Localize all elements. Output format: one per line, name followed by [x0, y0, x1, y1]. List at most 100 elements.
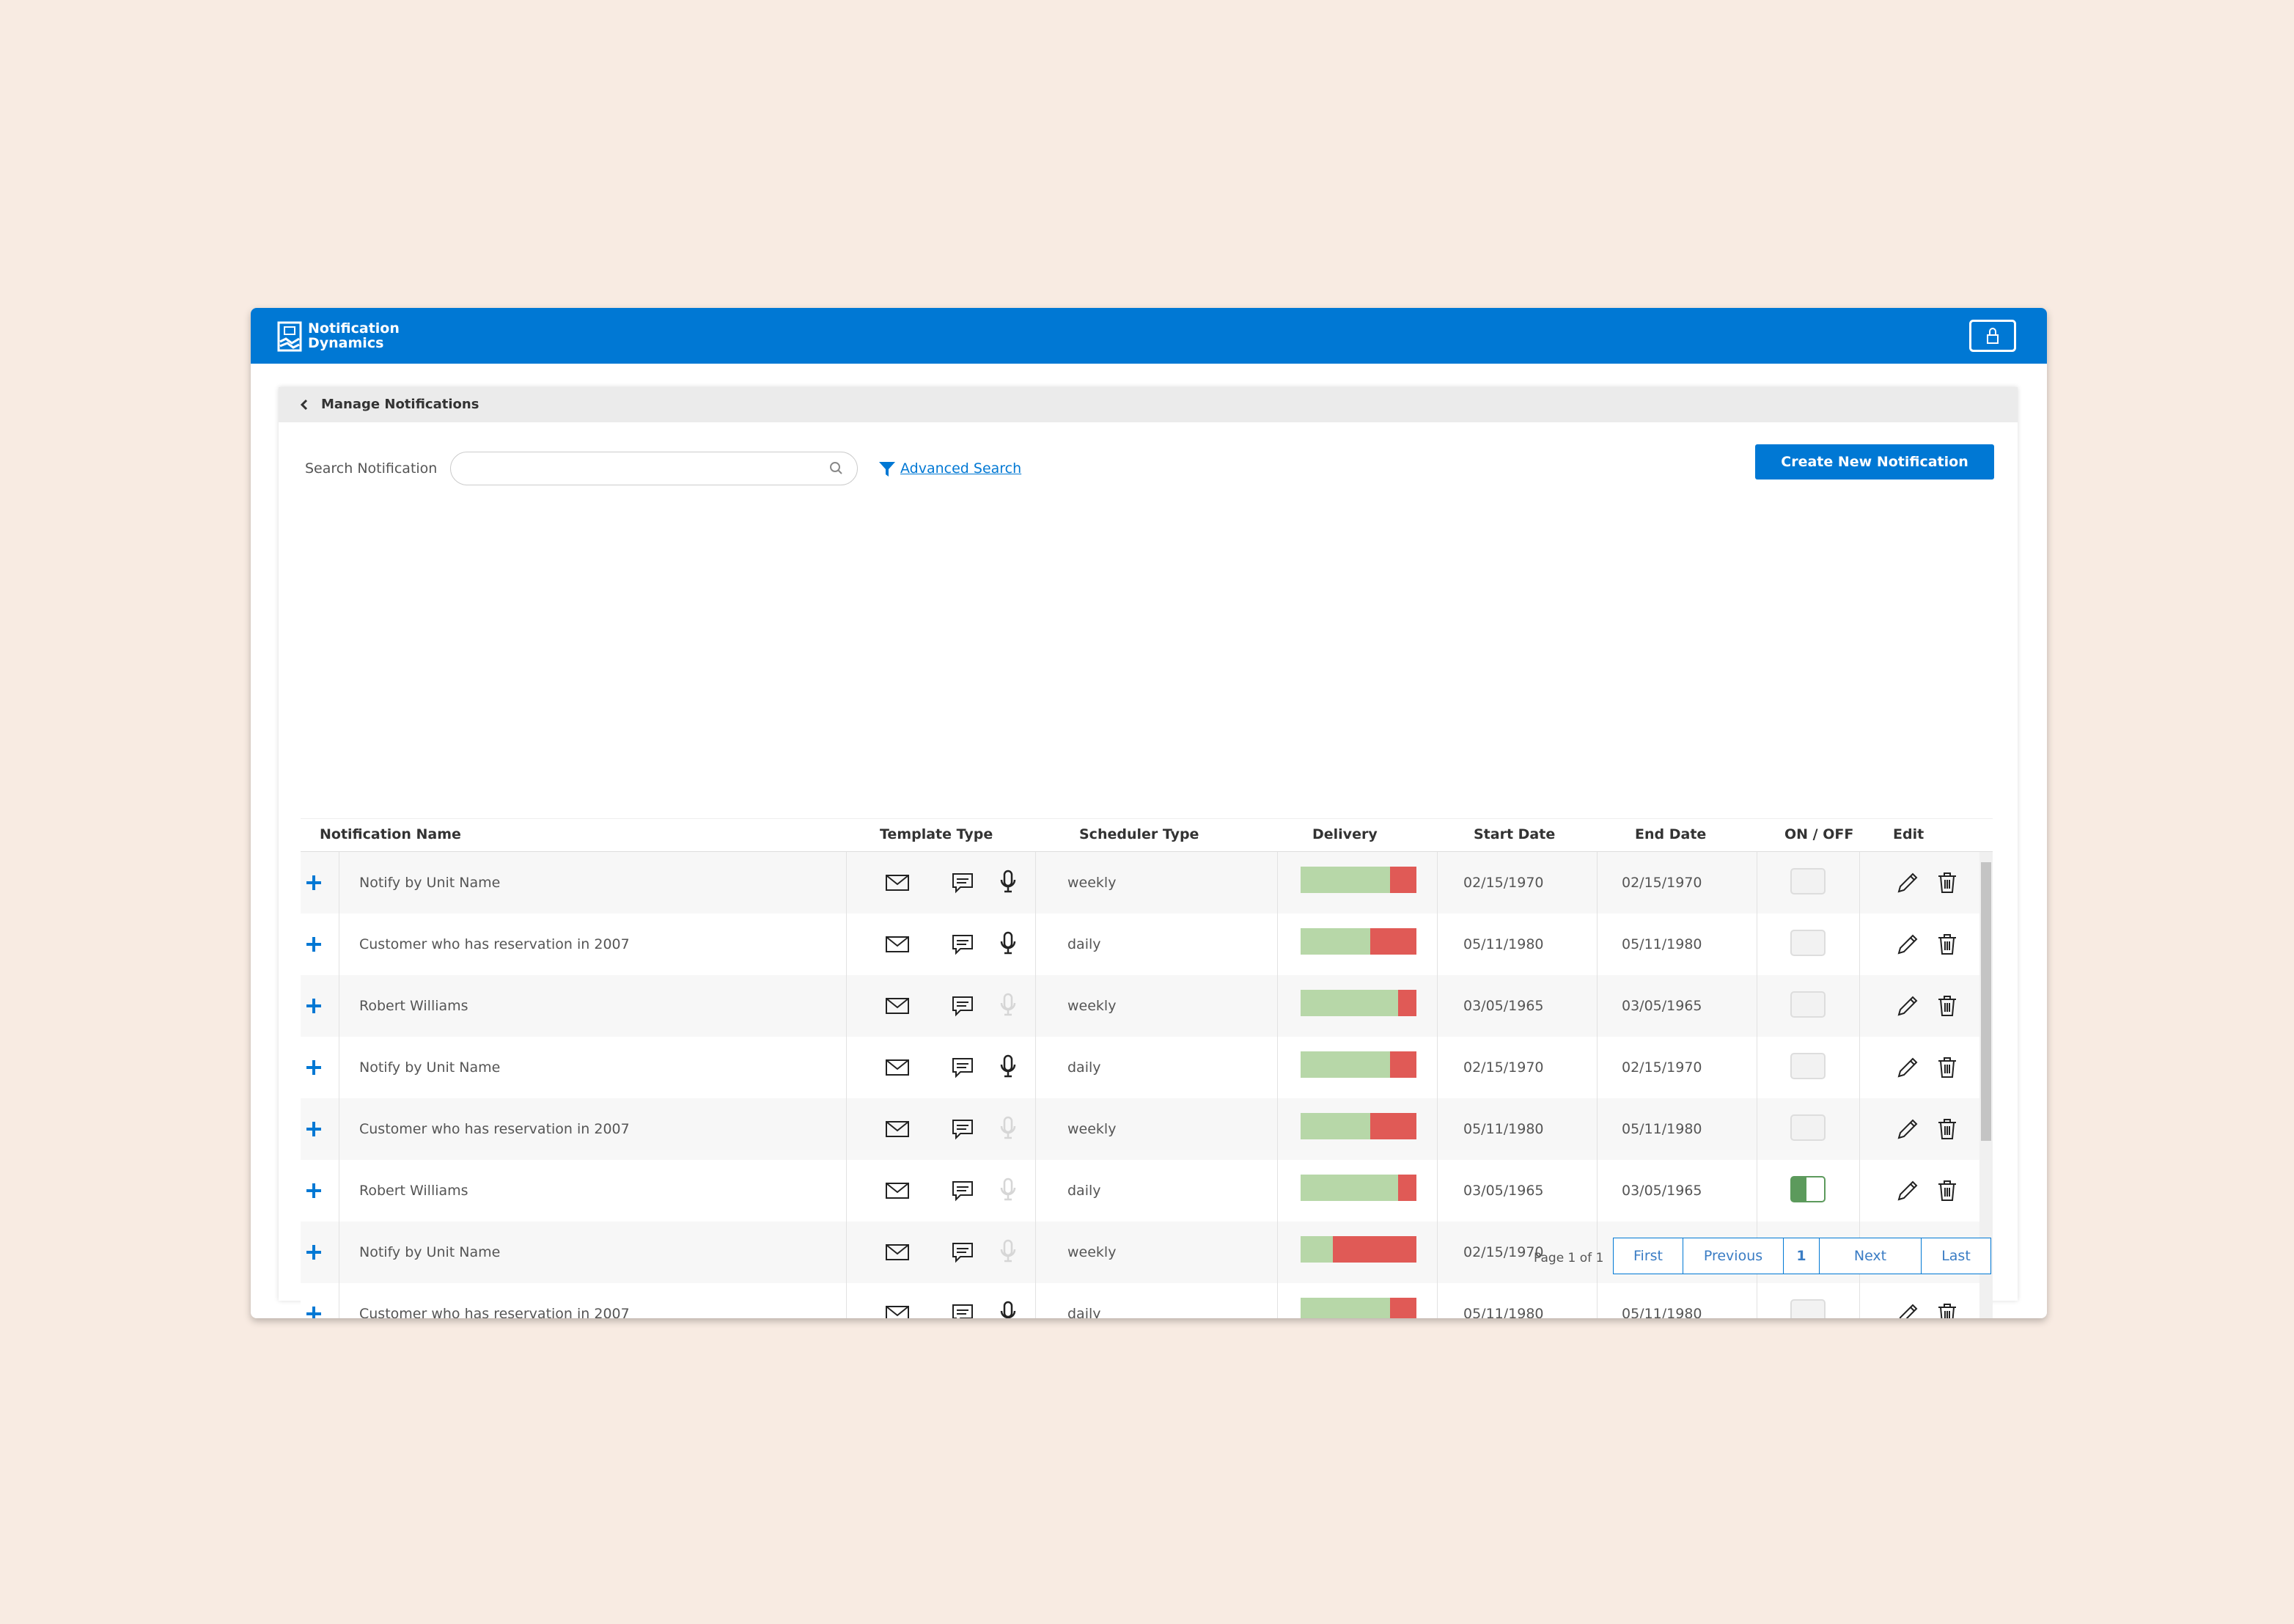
email-template[interactable] [884, 1302, 911, 1318]
voice-template[interactable] [997, 1301, 1019, 1318]
notification-name: Robert Williams [359, 1183, 468, 1199]
on-off-toggle[interactable] [1790, 1114, 1826, 1141]
voice-template[interactable] [997, 1239, 1019, 1264]
notification-name: Notify by Unit Name [359, 875, 501, 891]
email-template[interactable] [884, 1179, 911, 1202]
edit-button[interactable] [1896, 1117, 1919, 1141]
voice-template[interactable] [997, 1116, 1019, 1141]
scheduler-type: weekly [1067, 1244, 1117, 1260]
expand-button[interactable] [304, 872, 324, 893]
page-button[interactable]: Next [1819, 1238, 1922, 1274]
on-off-toggle[interactable] [1790, 868, 1826, 894]
column-divider [1597, 1160, 1598, 1221]
page-button[interactable]: First [1613, 1238, 1683, 1274]
delivery-bar [1301, 1298, 1416, 1318]
table-row: Customer who has reservation in 2007 dail… [301, 1283, 1979, 1318]
edit-button[interactable] [1896, 994, 1919, 1018]
start-date: 03/05/1965 [1463, 998, 1544, 1014]
app-window: Notification Dynamics Manage Notificatio… [251, 308, 2047, 1318]
expand-button[interactable] [304, 1304, 324, 1318]
sms-template[interactable] [950, 1302, 975, 1318]
scrollbar-thumb[interactable] [1981, 862, 1991, 1141]
column-divider [1277, 1037, 1278, 1098]
table-row: Robert Williams daily 03/05/1965 03/05/1965 [301, 1160, 1979, 1222]
create-button[interactable]: Create New Notification [1755, 444, 1994, 480]
column-header: Delivery [1312, 826, 1378, 842]
sms-template[interactable] [950, 1179, 975, 1202]
column-divider [1277, 1221, 1278, 1283]
sms-template[interactable] [950, 1117, 975, 1141]
expand-button[interactable] [304, 1119, 324, 1139]
expand-button[interactable] [304, 934, 324, 955]
on-off-toggle[interactable] [1790, 930, 1826, 956]
page-button[interactable]: 1 [1783, 1238, 1820, 1274]
sms-template[interactable] [950, 1056, 975, 1079]
voice-template[interactable] [997, 1054, 1019, 1079]
delete-button[interactable] [1935, 1302, 1959, 1318]
sms-template[interactable] [950, 1241, 975, 1264]
table-row: Notify by Unit Name weekly 02/15/1970 02/15… [301, 852, 1979, 914]
edit-button[interactable] [1896, 1179, 1919, 1202]
delete-button[interactable] [1935, 994, 1959, 1018]
breadcrumb: Manage Notifications [321, 397, 479, 412]
delivery-success [1301, 928, 1370, 955]
expand-button[interactable] [304, 1180, 324, 1201]
on-off-toggle[interactable] [1790, 991, 1826, 1018]
search-icon[interactable] [829, 461, 844, 476]
delete-button[interactable] [1935, 1056, 1959, 1079]
expand-button[interactable] [304, 1242, 324, 1263]
on-off-toggle[interactable] [1790, 1176, 1826, 1202]
expand-button[interactable] [304, 996, 324, 1016]
voice-template[interactable] [997, 931, 1019, 956]
column-divider [1277, 852, 1278, 914]
email-template[interactable] [884, 933, 911, 956]
notification-name: Robert Williams [359, 998, 468, 1014]
search-input[interactable] [450, 452, 858, 485]
edit-button[interactable] [1896, 871, 1919, 894]
page-button[interactable]: Previous [1683, 1238, 1784, 1274]
email-template[interactable] [884, 871, 911, 894]
search-label: Search Notification [305, 460, 438, 477]
table-row: Robert Williams weekly 03/05/1965 03/05/196… [301, 975, 1979, 1037]
delete-button[interactable] [1935, 1117, 1959, 1141]
email-template[interactable] [884, 1117, 911, 1141]
sms-template[interactable] [950, 933, 975, 956]
voice-template[interactable] [997, 870, 1019, 894]
content-card: Manage Notifications Search Notification… [279, 387, 2018, 1318]
delete-button[interactable] [1935, 1179, 1959, 1202]
advanced-search-link[interactable]: Advanced Search [900, 460, 1022, 477]
column-divider [1597, 1098, 1598, 1160]
edit-button[interactable] [1896, 1056, 1919, 1079]
page-button[interactable]: Last [1921, 1238, 1991, 1274]
voice-template[interactable] [997, 993, 1019, 1018]
column-divider [846, 975, 847, 1037]
column-divider [1277, 914, 1278, 975]
edit-button[interactable] [1896, 1302, 1919, 1318]
edit-button[interactable] [1896, 933, 1919, 956]
on-off-toggle[interactable] [1790, 1053, 1826, 1079]
filter-icon[interactable] [878, 460, 896, 478]
column-divider [846, 1283, 847, 1318]
end-date: 02/15/1970 [1622, 1059, 1702, 1076]
column-header: Edit [1893, 826, 1924, 842]
email-template[interactable] [884, 1056, 911, 1079]
column-divider [1035, 1221, 1036, 1283]
top-bar: Notification Dynamics [251, 308, 2047, 364]
column-divider [1035, 1037, 1036, 1098]
delivery-bar [1301, 990, 1416, 1016]
scheduler-type: daily [1067, 1059, 1101, 1076]
sms-template[interactable] [950, 994, 975, 1018]
back-arrow[interactable] [299, 399, 309, 411]
column-divider [1035, 1098, 1036, 1160]
sms-template[interactable] [950, 871, 975, 894]
delete-button[interactable] [1935, 871, 1959, 894]
delete-button[interactable] [1935, 933, 1959, 956]
email-template[interactable] [884, 994, 911, 1018]
lock-button[interactable] [1969, 320, 2016, 352]
end-date: 03/05/1965 [1622, 998, 1702, 1014]
column-divider [1597, 1283, 1598, 1318]
on-off-toggle[interactable] [1790, 1299, 1826, 1318]
email-template[interactable] [884, 1241, 911, 1264]
expand-button[interactable] [304, 1057, 324, 1078]
voice-template[interactable] [997, 1177, 1019, 1202]
